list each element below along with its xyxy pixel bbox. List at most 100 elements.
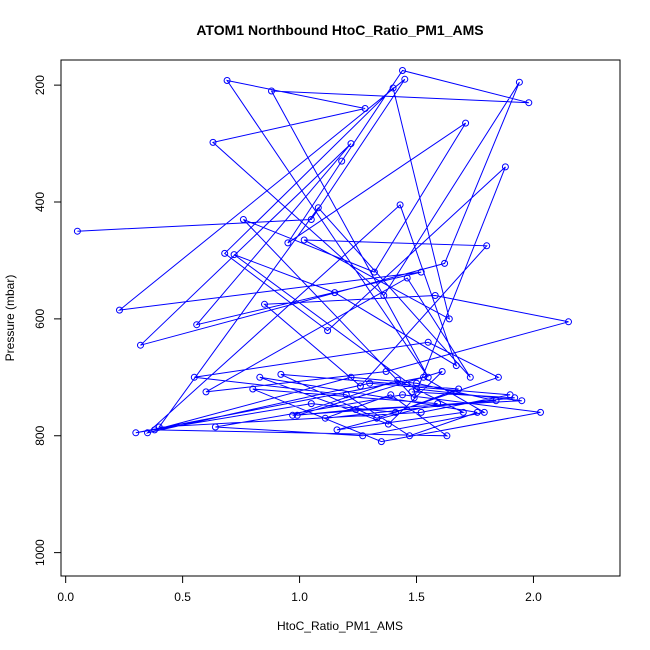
data-point bbox=[424, 373, 432, 381]
x-tick-label: 0.0 bbox=[57, 590, 74, 604]
data-point bbox=[73, 227, 81, 235]
data-layer bbox=[73, 67, 572, 446]
data-point bbox=[338, 157, 346, 165]
data-point bbox=[518, 397, 526, 405]
data-point bbox=[256, 373, 264, 381]
data-point bbox=[380, 292, 388, 299]
data-point bbox=[132, 429, 140, 437]
series-line bbox=[77, 69, 569, 443]
data-point bbox=[202, 388, 210, 396]
data-point bbox=[277, 370, 285, 378]
y-axis: 200 400 600 800 1000 bbox=[33, 75, 62, 566]
data-point bbox=[387, 391, 395, 399]
data-point bbox=[452, 362, 460, 370]
data-point bbox=[347, 140, 355, 148]
y-axis-label: Pressure (mbar) bbox=[3, 275, 17, 362]
data-point bbox=[268, 87, 275, 95]
data-point bbox=[352, 406, 360, 413]
data-point bbox=[399, 67, 406, 74]
data-point bbox=[537, 408, 544, 416]
data-point bbox=[307, 400, 315, 408]
data-point bbox=[342, 391, 350, 399]
data-point bbox=[307, 216, 315, 223]
data-point bbox=[525, 99, 533, 107]
data-point bbox=[417, 408, 425, 416]
data-point bbox=[151, 426, 159, 434]
data-point bbox=[359, 432, 367, 440]
data-point bbox=[373, 414, 381, 422]
y-tick-label: 200 bbox=[33, 75, 47, 95]
data-point bbox=[462, 119, 470, 127]
data-point bbox=[431, 292, 439, 299]
data-point bbox=[403, 274, 411, 282]
data-point bbox=[480, 408, 488, 416]
x-axis-label: HtoC_Ratio_PM1_AMS bbox=[277, 619, 403, 633]
x-axis: 0.0 0.5 1.0 1.5 2.0 bbox=[57, 575, 542, 604]
data-point bbox=[331, 289, 339, 297]
data-point bbox=[293, 411, 301, 419]
data-point bbox=[239, 216, 247, 223]
data-point bbox=[515, 78, 523, 86]
y-tick-label: 600 bbox=[33, 309, 47, 329]
data-point bbox=[261, 300, 268, 308]
data-point bbox=[441, 259, 449, 267]
data-point bbox=[300, 236, 308, 244]
y-tick-label: 1000 bbox=[33, 539, 47, 566]
data-point bbox=[413, 379, 420, 387]
y-tick-label: 400 bbox=[33, 192, 47, 212]
data-point bbox=[366, 379, 374, 387]
x-tick-label: 0.5 bbox=[174, 590, 191, 604]
data-point bbox=[455, 385, 463, 393]
data-point bbox=[137, 341, 144, 349]
data-point bbox=[230, 251, 238, 259]
data-point bbox=[410, 394, 418, 402]
data-point bbox=[190, 373, 198, 381]
data-point bbox=[361, 105, 369, 112]
data-point bbox=[392, 408, 399, 416]
data-point bbox=[321, 414, 329, 422]
data-point bbox=[511, 394, 519, 402]
data-point bbox=[501, 163, 509, 171]
data-point bbox=[396, 201, 404, 209]
data-point bbox=[324, 327, 332, 335]
plot-frame bbox=[60, 59, 621, 577]
data-point bbox=[438, 368, 446, 375]
data-point bbox=[249, 385, 257, 393]
data-point bbox=[443, 432, 451, 440]
data-point bbox=[473, 408, 481, 416]
data-point bbox=[408, 388, 416, 396]
data-point bbox=[459, 408, 467, 416]
data-point bbox=[223, 77, 231, 84]
data-point bbox=[401, 75, 409, 83]
data-point bbox=[434, 400, 442, 408]
data-point bbox=[382, 368, 390, 375]
data-point bbox=[333, 426, 341, 434]
data-point bbox=[289, 411, 297, 419]
data-point bbox=[424, 338, 432, 346]
data-point bbox=[209, 138, 217, 146]
data-point bbox=[356, 382, 364, 390]
data-point bbox=[492, 397, 500, 405]
data-point bbox=[483, 242, 491, 250]
data-point bbox=[394, 376, 402, 384]
data-point bbox=[193, 321, 201, 329]
data-point bbox=[445, 315, 453, 323]
data-point bbox=[494, 373, 502, 381]
data-point bbox=[211, 423, 219, 431]
x-tick-label: 1.0 bbox=[291, 590, 308, 604]
data-point bbox=[314, 204, 322, 212]
data-point bbox=[370, 268, 378, 276]
data-point bbox=[406, 432, 413, 440]
data-point bbox=[347, 373, 355, 381]
data-point bbox=[384, 420, 392, 428]
y-tick-label: 800 bbox=[33, 425, 47, 445]
data-point bbox=[377, 438, 385, 446]
data-point bbox=[221, 249, 229, 257]
x-tick-label: 1.5 bbox=[408, 590, 425, 604]
data-point bbox=[389, 84, 397, 92]
data-point bbox=[399, 391, 406, 399]
data-point bbox=[565, 318, 572, 326]
data-point bbox=[144, 429, 151, 437]
data-point bbox=[417, 268, 425, 276]
